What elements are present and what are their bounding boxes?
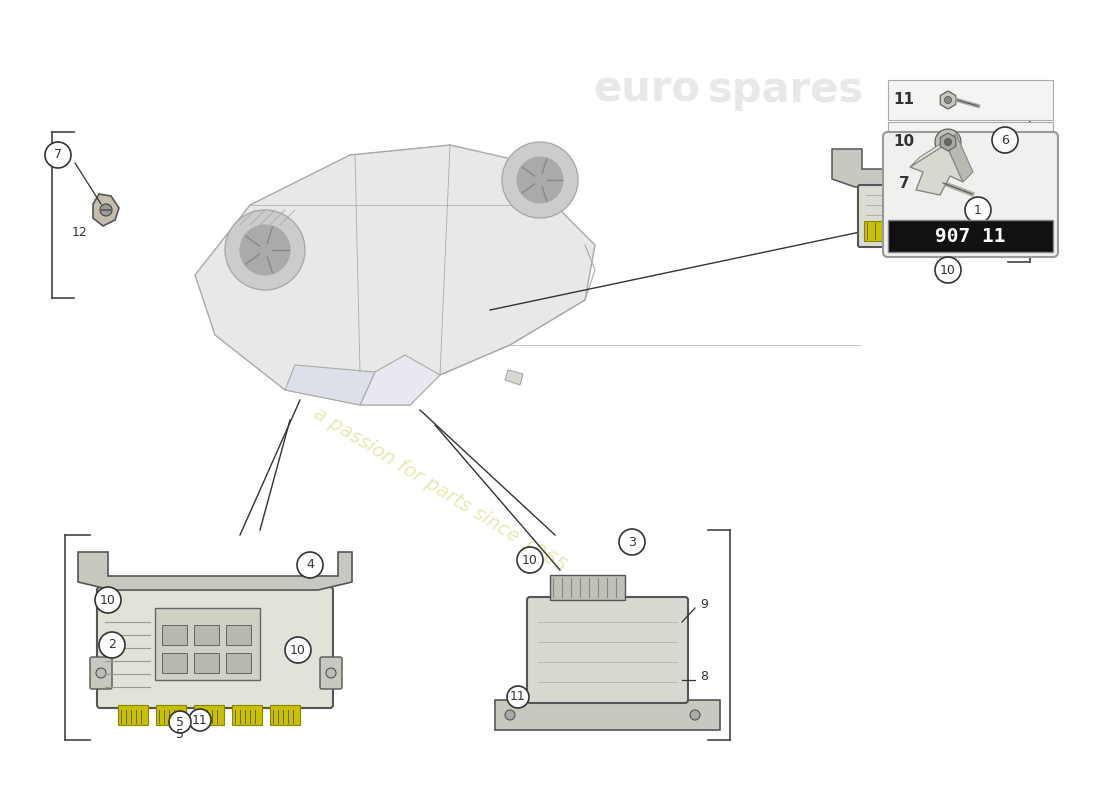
Bar	[270, 705, 300, 725]
Bar	[162, 653, 187, 673]
Circle shape	[45, 142, 72, 168]
Text: 4: 4	[306, 558, 313, 571]
Text: 10: 10	[100, 594, 116, 606]
Text: 3: 3	[628, 535, 636, 549]
Text: 11: 11	[192, 714, 208, 726]
Text: 10: 10	[940, 263, 956, 277]
Text: spares: spares	[708, 69, 865, 111]
Text: 7: 7	[899, 177, 910, 191]
Circle shape	[95, 587, 121, 613]
Bar	[888, 122, 1053, 162]
Polygon shape	[940, 91, 956, 109]
Polygon shape	[940, 133, 956, 151]
Polygon shape	[832, 147, 967, 187]
Polygon shape	[285, 365, 375, 405]
Circle shape	[935, 257, 961, 283]
Text: 7: 7	[54, 149, 62, 162]
Polygon shape	[78, 552, 352, 590]
Polygon shape	[285, 375, 440, 405]
Circle shape	[502, 142, 578, 218]
Circle shape	[930, 172, 946, 188]
Polygon shape	[195, 145, 595, 400]
Text: 9: 9	[700, 598, 708, 610]
Circle shape	[189, 709, 211, 731]
Circle shape	[326, 668, 336, 678]
Bar	[194, 625, 219, 645]
Circle shape	[619, 529, 645, 555]
Bar	[232, 705, 262, 725]
Bar	[118, 705, 148, 725]
Circle shape	[945, 138, 952, 146]
Circle shape	[99, 632, 125, 658]
Circle shape	[517, 547, 543, 573]
Text: euro: euro	[593, 69, 700, 111]
Text: 5: 5	[176, 715, 184, 729]
Polygon shape	[910, 144, 962, 195]
Text: 907 11: 907 11	[935, 226, 1005, 246]
Bar	[155, 608, 260, 680]
Bar	[156, 705, 186, 725]
Circle shape	[226, 210, 305, 290]
Bar	[162, 625, 187, 645]
FancyBboxPatch shape	[883, 132, 1058, 257]
Circle shape	[505, 710, 515, 720]
Circle shape	[965, 197, 991, 223]
Circle shape	[507, 686, 529, 708]
Bar	[194, 653, 219, 673]
Bar	[194, 705, 224, 725]
Bar	[888, 164, 1053, 204]
Polygon shape	[910, 134, 956, 167]
Bar	[888, 220, 1053, 252]
Circle shape	[169, 711, 191, 733]
Text: 10: 10	[290, 643, 306, 657]
Bar	[888, 80, 1053, 120]
Circle shape	[100, 204, 112, 216]
Text: 11: 11	[893, 93, 914, 107]
Circle shape	[945, 97, 952, 103]
Polygon shape	[360, 355, 440, 405]
FancyBboxPatch shape	[858, 185, 947, 247]
Polygon shape	[505, 370, 522, 385]
FancyBboxPatch shape	[320, 657, 342, 689]
Polygon shape	[94, 194, 119, 226]
Circle shape	[992, 127, 1018, 153]
Text: 5: 5	[176, 729, 184, 742]
Text: 2: 2	[108, 638, 115, 651]
Text: 10: 10	[893, 134, 914, 150]
Bar	[550, 575, 625, 600]
Circle shape	[517, 157, 563, 203]
Text: 11: 11	[510, 690, 526, 703]
Text: 10: 10	[522, 554, 538, 566]
FancyBboxPatch shape	[90, 657, 112, 689]
Circle shape	[935, 129, 961, 155]
Text: a passion for parts since 1965: a passion for parts since 1965	[310, 404, 570, 576]
Bar	[864, 221, 940, 241]
Polygon shape	[946, 134, 974, 182]
Bar	[226, 625, 251, 645]
FancyBboxPatch shape	[527, 597, 688, 703]
Bar	[495, 700, 720, 730]
Circle shape	[690, 710, 700, 720]
Text: 6: 6	[1001, 134, 1009, 146]
FancyBboxPatch shape	[97, 587, 333, 708]
Circle shape	[96, 668, 106, 678]
Circle shape	[297, 552, 323, 578]
Bar	[226, 653, 251, 673]
Text: 12: 12	[73, 226, 88, 238]
Text: 1: 1	[975, 203, 982, 217]
Text: 8: 8	[700, 670, 708, 682]
Circle shape	[285, 637, 311, 663]
Circle shape	[240, 225, 290, 275]
